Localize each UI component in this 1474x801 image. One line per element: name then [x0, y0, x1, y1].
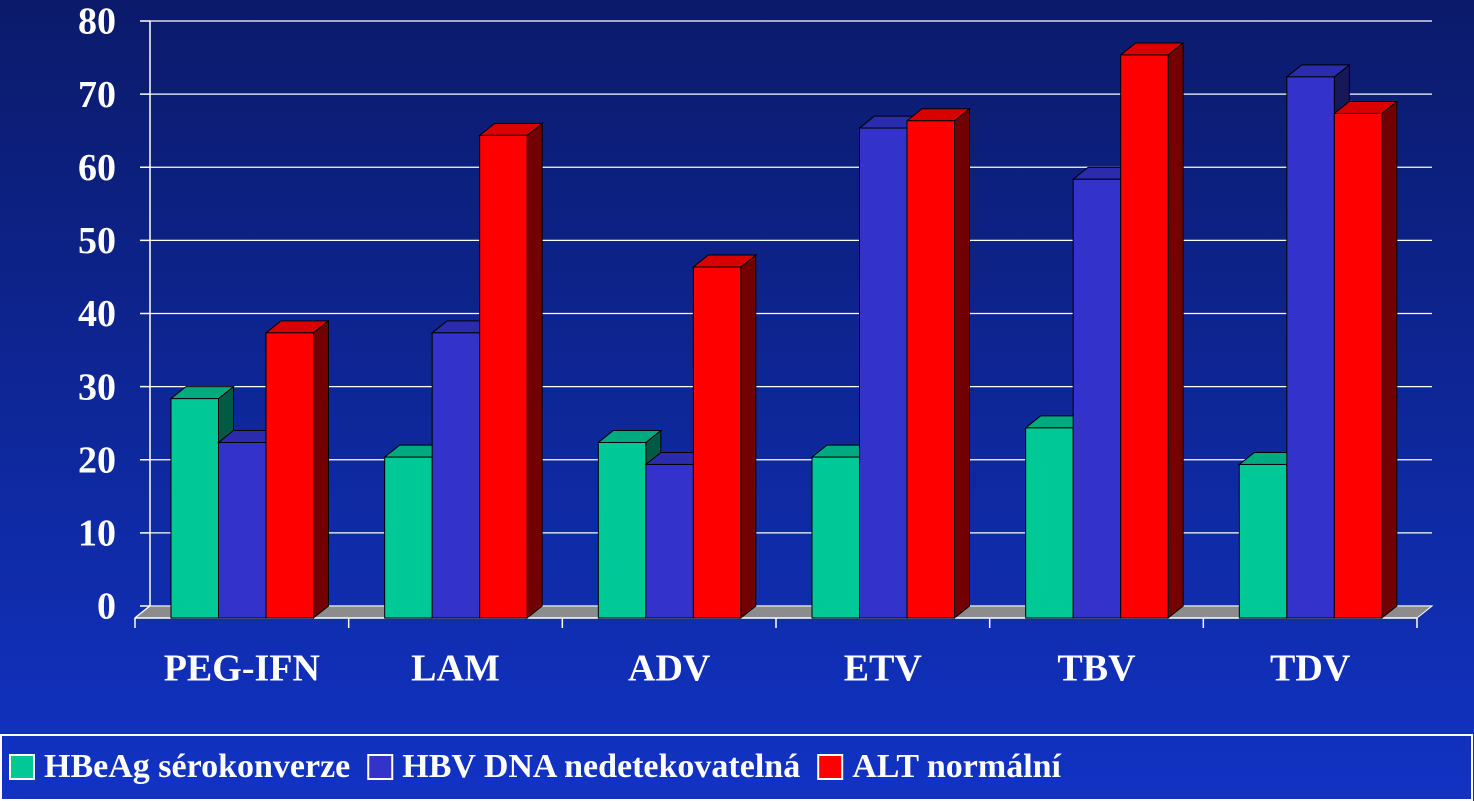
legend-swatch — [9, 754, 35, 780]
bar-side — [313, 319, 329, 620]
bar-side — [1167, 41, 1184, 620]
bar — [1238, 463, 1288, 619]
bar — [431, 332, 481, 619]
bar-side — [1381, 100, 1398, 620]
floor — [133, 605, 1434, 619]
y-tick-label: 60 — [78, 147, 116, 189]
bar — [1025, 427, 1074, 619]
bar-side — [740, 253, 757, 620]
bar — [479, 134, 528, 619]
bar — [906, 120, 955, 619]
x-tick-label: TBV — [1057, 648, 1136, 690]
y-tick-label: 30 — [78, 366, 116, 408]
bar — [170, 398, 219, 619]
bar — [1072, 178, 1122, 619]
y-tick-label: 50 — [78, 220, 116, 262]
x-tick-label: LAM — [411, 648, 500, 690]
bar — [859, 127, 908, 619]
y-tick-label: 80 — [78, 1, 116, 43]
bar — [1120, 54, 1169, 619]
x-tick-label: TDV — [1270, 648, 1351, 690]
y-tick-label: 0 — [97, 586, 116, 628]
bar — [1333, 112, 1383, 619]
x-tick-label: PEG-IFN — [164, 648, 320, 690]
bar — [384, 456, 433, 619]
bar — [692, 266, 742, 619]
legend-label: ALT normální — [852, 748, 1061, 785]
legend-swatch — [367, 754, 394, 780]
legend-label: HBV DNA nedetekovatelná — [402, 748, 800, 785]
y-tick-label: 10 — [78, 513, 116, 555]
bar — [811, 456, 860, 619]
legend-label: HBeAg sérokonverze — [44, 748, 350, 785]
legend-box — [0, 734, 1473, 801]
bar-side — [526, 122, 543, 620]
bar — [645, 463, 694, 619]
y-tick-label: 70 — [78, 74, 116, 116]
bar-side — [954, 107, 970, 620]
x-tick-label: ETV — [844, 648, 923, 690]
y-tick-label: 40 — [78, 293, 116, 335]
bar — [265, 332, 314, 619]
legend-swatch — [817, 754, 844, 780]
bar — [1286, 76, 1335, 619]
bar — [218, 442, 267, 619]
y-tick-label: 20 — [78, 439, 116, 481]
x-tick-label: ADV — [628, 648, 711, 690]
bar — [597, 442, 647, 619]
